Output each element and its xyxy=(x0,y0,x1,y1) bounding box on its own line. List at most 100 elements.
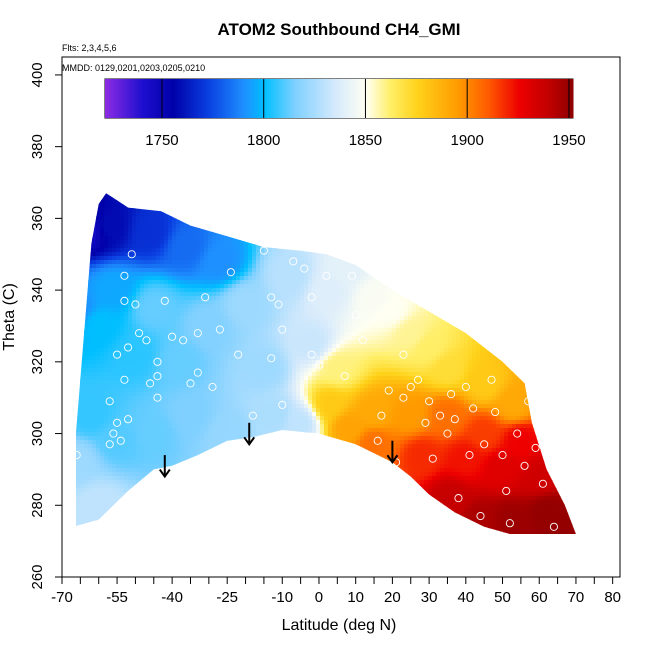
field-cell xyxy=(108,200,113,205)
field-cell xyxy=(152,508,157,513)
field-cell xyxy=(156,204,161,209)
field-cell xyxy=(188,248,193,253)
field-cell xyxy=(76,284,81,289)
field-cell xyxy=(104,488,109,493)
field-cell xyxy=(176,536,181,541)
field-cell xyxy=(284,260,289,265)
field-cell xyxy=(88,384,93,389)
field-cell xyxy=(100,236,105,241)
field-cell xyxy=(188,400,193,405)
field-cell xyxy=(152,248,157,253)
field-cell xyxy=(184,524,189,529)
field-cell xyxy=(200,448,205,453)
field-cell xyxy=(136,500,141,505)
field-cell xyxy=(264,408,269,413)
field-cell xyxy=(164,452,169,457)
field-cell xyxy=(220,372,225,377)
field-cell xyxy=(104,272,109,277)
field-cell xyxy=(140,204,145,209)
field-cell xyxy=(252,312,257,317)
field-cell xyxy=(100,348,105,353)
field-cell xyxy=(180,264,185,269)
field-cell xyxy=(184,324,189,329)
field-cell xyxy=(232,240,237,245)
field-cell xyxy=(168,268,173,273)
field-cell xyxy=(252,464,257,469)
field-cell xyxy=(296,532,301,535)
field-cell xyxy=(172,212,177,217)
field-cell xyxy=(184,196,189,201)
field-cell xyxy=(268,296,273,301)
field-cell xyxy=(116,320,121,325)
field-cell xyxy=(120,284,125,289)
field-cell xyxy=(196,420,201,425)
field-cell xyxy=(192,232,197,237)
field-cell xyxy=(136,416,141,421)
field-cell xyxy=(144,300,149,305)
field-cell xyxy=(100,252,105,257)
field-cell xyxy=(88,193,93,197)
field-cell xyxy=(108,372,113,377)
field-cell xyxy=(100,208,105,213)
field-cell xyxy=(80,264,85,269)
field-cell xyxy=(136,396,141,401)
field-cell xyxy=(156,268,161,273)
field-cell xyxy=(204,276,209,281)
field-cell xyxy=(268,428,273,433)
field-cell xyxy=(232,196,237,201)
field-cell xyxy=(88,252,93,257)
field-cell xyxy=(184,476,189,481)
field-cell xyxy=(160,216,165,221)
field-cell xyxy=(260,196,265,201)
field-cell xyxy=(108,332,113,337)
field-cell xyxy=(224,288,229,293)
field-cell xyxy=(264,456,269,461)
field-cell xyxy=(260,448,265,453)
field-cell xyxy=(140,496,145,501)
field-cell xyxy=(244,288,249,293)
field-cell xyxy=(164,436,169,441)
field-cell xyxy=(264,420,269,425)
field-cell xyxy=(140,324,145,329)
field-cell xyxy=(284,308,289,313)
field-cell xyxy=(288,240,293,245)
field-cell xyxy=(168,296,173,301)
field-cell xyxy=(260,248,265,253)
field-cell xyxy=(224,200,229,205)
field-cell xyxy=(268,440,273,445)
field-cell xyxy=(96,320,101,325)
field-cell xyxy=(216,508,221,513)
field-cell xyxy=(204,476,209,481)
field-cell xyxy=(212,288,217,293)
field-cell xyxy=(164,504,169,509)
field-cell xyxy=(180,516,185,521)
field-cell xyxy=(180,296,185,301)
field-cell xyxy=(256,396,261,401)
field-cell xyxy=(152,476,157,481)
field-cell xyxy=(280,456,285,461)
field-cell xyxy=(244,516,249,521)
field-cell xyxy=(104,304,109,309)
field-cell xyxy=(256,536,261,541)
field-cell xyxy=(200,436,205,441)
field-cell xyxy=(240,196,245,201)
field-cell xyxy=(132,232,137,237)
field-cell xyxy=(220,512,225,517)
field-cell xyxy=(136,344,141,349)
field-cell xyxy=(88,452,93,457)
field-cell xyxy=(204,508,209,513)
field-cell xyxy=(132,368,137,373)
field-cell xyxy=(128,416,133,421)
field-cell xyxy=(296,212,301,217)
field-cell xyxy=(268,448,273,453)
field-cell xyxy=(156,492,161,497)
field-cell xyxy=(104,508,109,513)
field-cell xyxy=(148,336,153,341)
field-cell xyxy=(136,408,141,413)
field-cell xyxy=(232,536,237,541)
field-cell xyxy=(288,188,293,193)
field-cell xyxy=(128,356,133,361)
field-cell xyxy=(152,452,157,457)
field-cell xyxy=(248,400,253,405)
field-cell xyxy=(280,288,285,293)
